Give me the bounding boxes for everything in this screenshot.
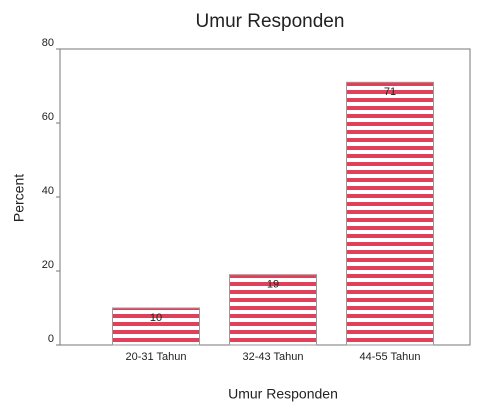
y-tick-label: 60	[42, 111, 54, 123]
x-tick-label: 44-55 Tahun	[360, 351, 421, 363]
bar	[346, 81, 434, 346]
bar	[112, 307, 200, 346]
data-label: 71	[384, 86, 396, 98]
y-axis-title: Percent	[11, 174, 27, 222]
chart-title: Umur Responden	[196, 11, 345, 32]
y-tick-label: 80	[42, 37, 54, 49]
data-label: 19	[267, 279, 279, 291]
y-tick-label: 0	[48, 333, 54, 345]
x-tick-label: 32-43 Tahun	[243, 351, 304, 363]
y-tick-label: 40	[42, 185, 54, 197]
x-tick-label: 20-31 Tahun	[126, 351, 187, 363]
y-tick-label: 20	[42, 259, 54, 271]
data-label: 10	[150, 312, 162, 324]
bar	[229, 274, 317, 346]
x-axis-title: Umur Responden	[228, 386, 338, 402]
